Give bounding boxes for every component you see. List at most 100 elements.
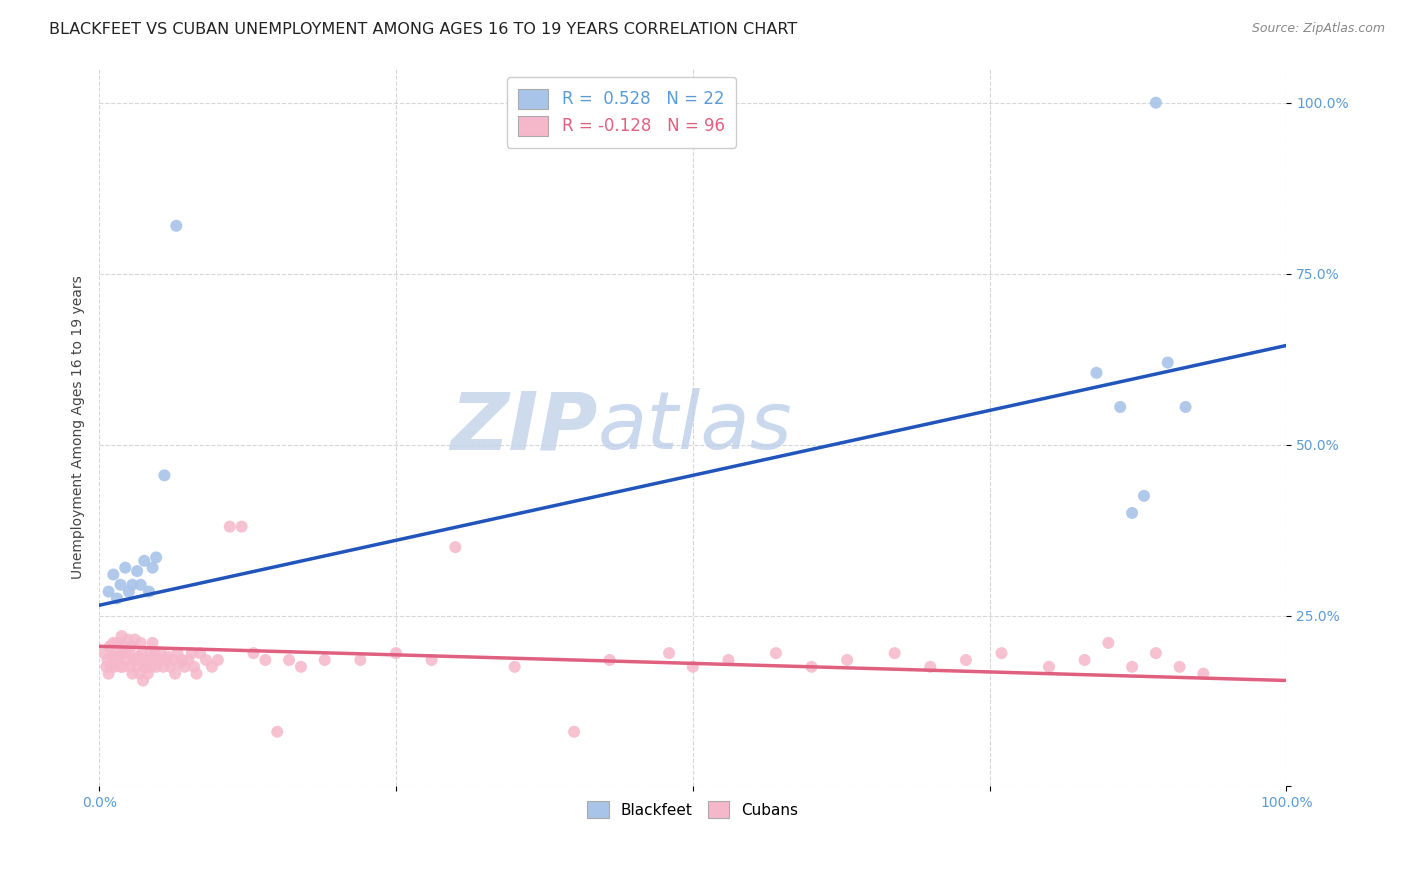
Point: [114, 646, 136, 660]
Point: [100, 660, 122, 674]
Point: [156, 649, 179, 664]
Point: [172, 653, 194, 667]
Point: [124, 632, 146, 647]
Point: [112, 640, 135, 654]
Point: [96, 660, 118, 674]
Point: [134, 660, 156, 674]
Point: [717, 653, 740, 667]
Point: [145, 660, 167, 674]
Point: [1133, 489, 1156, 503]
Text: BLACKFEET VS CUBAN UNEMPLOYMENT AMONG AGES 16 TO 19 YEARS CORRELATION CHART: BLACKFEET VS CUBAN UNEMPLOYMENT AMONG AG…: [49, 22, 797, 37]
Point: [118, 584, 141, 599]
Point: [314, 653, 336, 667]
Point: [131, 646, 153, 660]
Point: [290, 660, 312, 674]
Point: [139, 646, 162, 660]
Point: [165, 666, 187, 681]
Text: atlas: atlas: [598, 389, 793, 467]
Point: [183, 660, 205, 674]
Text: ZIP: ZIP: [450, 389, 598, 467]
Point: [143, 646, 166, 660]
Point: [658, 646, 681, 660]
Point: [166, 646, 188, 660]
Point: [115, 653, 138, 667]
Legend: Blackfeet, Cubans: Blackfeet, Cubans: [579, 794, 806, 825]
Point: [177, 653, 200, 667]
Point: [242, 646, 264, 660]
Point: [1073, 653, 1095, 667]
Point: [266, 724, 288, 739]
Point: [883, 646, 905, 660]
Point: [105, 591, 128, 606]
Point: [138, 653, 160, 667]
Point: [562, 724, 585, 739]
Point: [349, 653, 371, 667]
Point: [1174, 400, 1197, 414]
Point: [136, 666, 159, 681]
Point: [138, 584, 160, 599]
Point: [444, 540, 467, 554]
Point: [98, 640, 121, 654]
Point: [141, 660, 163, 674]
Point: [114, 560, 136, 574]
Point: [149, 646, 172, 660]
Point: [765, 646, 787, 660]
Point: [231, 519, 253, 533]
Point: [122, 653, 145, 667]
Point: [169, 657, 191, 671]
Point: [128, 666, 150, 681]
Point: [111, 660, 134, 674]
Point: [103, 660, 125, 674]
Text: Source: ZipAtlas.com: Source: ZipAtlas.com: [1251, 22, 1385, 36]
Point: [121, 578, 143, 592]
Point: [955, 653, 977, 667]
Point: [1109, 400, 1132, 414]
Point: [127, 564, 149, 578]
Point: [1144, 646, 1167, 660]
Point: [104, 646, 127, 660]
Point: [142, 636, 165, 650]
Point: [93, 646, 115, 660]
Point: [1157, 355, 1180, 369]
Point: [145, 550, 167, 565]
Point: [1121, 660, 1143, 674]
Point: [152, 660, 174, 674]
Point: [121, 666, 143, 681]
Point: [127, 660, 149, 674]
Point: [148, 653, 170, 667]
Point: [800, 660, 823, 674]
Point: [103, 636, 125, 650]
Point: [1097, 636, 1119, 650]
Point: [1121, 506, 1143, 520]
Point: [278, 653, 301, 667]
Point: [1144, 95, 1167, 110]
Point: [1168, 660, 1191, 674]
Point: [96, 653, 118, 667]
Point: [120, 640, 142, 654]
Point: [254, 653, 277, 667]
Point: [97, 666, 120, 681]
Point: [162, 653, 184, 667]
Point: [218, 519, 240, 533]
Point: [385, 646, 408, 660]
Point: [186, 666, 208, 681]
Point: [153, 468, 176, 483]
Point: [110, 660, 132, 674]
Point: [1192, 666, 1215, 681]
Point: [134, 554, 156, 568]
Point: [1038, 660, 1060, 674]
Point: [599, 653, 621, 667]
Point: [165, 219, 187, 233]
Point: [1085, 366, 1108, 380]
Point: [201, 660, 224, 674]
Point: [920, 660, 942, 674]
Point: [107, 636, 129, 650]
Point: [134, 653, 156, 667]
Point: [132, 673, 155, 688]
Point: [159, 660, 181, 674]
Point: [127, 649, 149, 664]
Point: [108, 649, 131, 664]
Point: [111, 629, 134, 643]
Point: [118, 660, 141, 674]
Point: [503, 660, 526, 674]
